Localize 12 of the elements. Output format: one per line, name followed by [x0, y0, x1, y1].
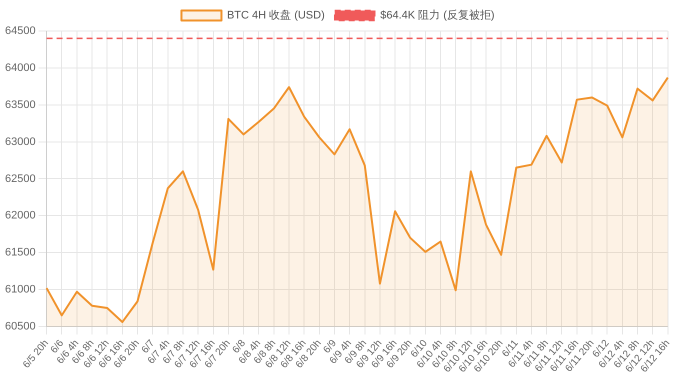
y-tick-label: 62500: [4, 172, 36, 185]
y-tick-label: 63500: [4, 98, 36, 111]
x-tick-label: 6/5 20h: [21, 338, 51, 371]
y-tick-label: 61000: [4, 284, 36, 296]
y-tick-label: 61500: [4, 246, 36, 259]
legend-label: $64.4K 阻力 (反复被拒): [380, 8, 495, 22]
y-tick-label: 64500: [4, 25, 36, 38]
y-tick-label: 60500: [4, 320, 36, 332]
legend-label: BTC 4H 收盘 (USD): [226, 10, 325, 22]
y-tick-label: 64000: [4, 62, 36, 74]
y-tick-label: 63000: [4, 136, 36, 148]
y-tick-label: 62000: [4, 210, 36, 222]
